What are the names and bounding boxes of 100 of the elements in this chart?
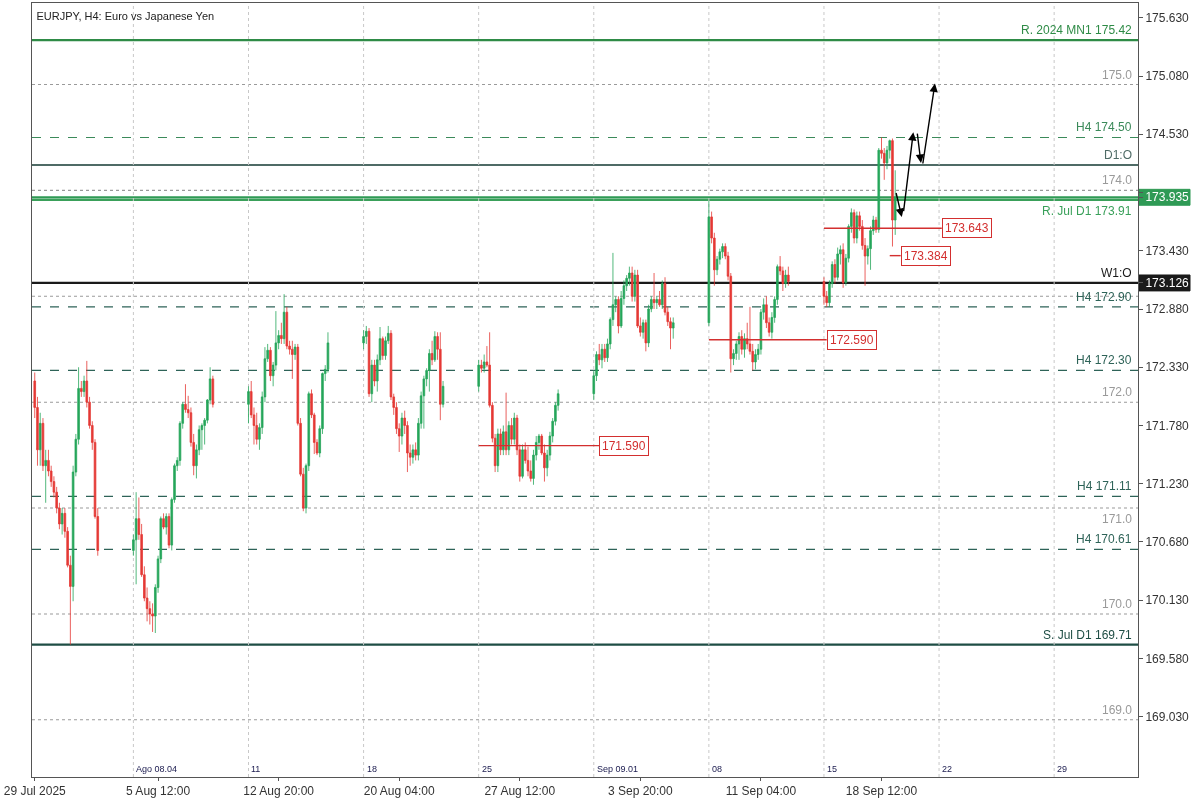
candlestick (293, 343, 297, 361)
candlestick (247, 385, 250, 424)
ref-line-label: 15 (827, 764, 838, 774)
candlestick (80, 380, 83, 398)
candlestick (644, 319, 648, 352)
candlestick (433, 330, 437, 363)
ref-line-label: H4 174.50 (1076, 120, 1132, 134)
candlestick (787, 266, 790, 287)
ref-line-label: Ago 08.04 (136, 764, 178, 774)
candlestick (740, 329, 743, 355)
ref-line-label: R. 2024 MN1 175.42 (1021, 23, 1133, 37)
ref-line-label: H4 170.61 (1076, 532, 1132, 546)
ref-line-label: R. Jul D1 173.91 (1042, 204, 1132, 218)
ref-line-label: Sep 09.01 (597, 764, 639, 774)
ref-line-label: 172.0 (1102, 385, 1133, 399)
candlestick (504, 392, 508, 456)
candlestick (852, 209, 856, 244)
ref-line-label: 171.0 (1102, 512, 1133, 526)
candlestick (652, 272, 656, 310)
y-tick-label: 170.680 (1145, 535, 1190, 550)
ref-line-label: 22 (942, 764, 953, 774)
candlestick (510, 417, 513, 445)
x-tick-label: 27 Aug 12:00 (484, 784, 556, 799)
candlestick (165, 512, 168, 535)
candlestick (362, 329, 365, 350)
candlestick (44, 449, 47, 504)
candlestick (655, 295, 659, 310)
ref-line-label: 11 (251, 764, 261, 774)
y-tick-label: 173.126 (1145, 276, 1190, 291)
x-tick-label: 29 Jul 2025 (3, 784, 67, 799)
y-tick-label: 169.580 (1145, 651, 1190, 666)
ref-line-label: S. Jul D1 169.71 (1043, 628, 1133, 642)
ref-line-label: 169.0 (1102, 703, 1133, 717)
y-tick-label: 172.880 (1145, 302, 1190, 317)
candlestick (60, 507, 64, 535)
candlestick (784, 269, 787, 289)
candlestick (162, 512, 165, 530)
candlestick (737, 331, 741, 361)
candlestick (600, 343, 604, 369)
candlestick (480, 359, 483, 373)
candlestick (499, 428, 502, 456)
candlestick (367, 327, 371, 398)
candlestick (414, 442, 417, 461)
candlestick (151, 602, 154, 633)
candlestick (855, 211, 859, 244)
ref-line-label: 175.0 (1102, 68, 1133, 82)
candlestick (507, 420, 511, 456)
candlestick (658, 290, 661, 308)
candlestick (598, 343, 601, 366)
candlestick (628, 266, 631, 287)
y-tick-label: 175.630 (1145, 11, 1190, 26)
y-tick-label: 173.935 (1145, 190, 1190, 205)
candlestick (836, 247, 839, 281)
candlestick (411, 444, 415, 464)
ref-line-label: H4 171.11 (1077, 479, 1132, 493)
ref-line-label: 25 (482, 764, 493, 774)
candlestick (373, 359, 376, 387)
ref-line-label: H4 172.90 (1076, 290, 1132, 304)
y-tick-label: 173.430 (1145, 243, 1190, 258)
x-tick-label: 3 Sep 20:00 (607, 784, 674, 799)
candlestick (477, 359, 480, 392)
annotation: 173.384 (904, 249, 948, 263)
candlestick (671, 317, 675, 340)
candlestick (41, 417, 45, 472)
annotation: 171.590 (602, 439, 646, 453)
ref-line-label: 170.0 (1102, 597, 1133, 611)
y-tick-label: 175.080 (1145, 69, 1190, 84)
ref-line-label: W1:O (1101, 266, 1132, 280)
y-tick-label: 171.780 (1145, 418, 1190, 433)
candlestick (269, 346, 272, 382)
candlestick (430, 340, 434, 366)
candlestick (743, 332, 746, 359)
candlestick (365, 325, 368, 345)
ref-line-label: 29 (1057, 764, 1068, 774)
candlestick (134, 491, 138, 585)
candlestick (439, 331, 442, 421)
candlestick (496, 428, 500, 473)
candlestick (754, 348, 757, 370)
x-tick-label: 20 Aug 04:00 (363, 784, 435, 799)
candlestick (38, 412, 42, 467)
y-tick-label: 170.130 (1145, 593, 1190, 608)
candlestick (661, 280, 664, 310)
candlestick (521, 444, 524, 479)
candlestick (833, 258, 837, 284)
candlestick (428, 348, 431, 392)
candlestick (282, 293, 286, 345)
ref-line-label: H4 172.30 (1076, 353, 1132, 367)
candlestick (841, 242, 845, 289)
y-tick-label: 169.030 (1145, 709, 1190, 724)
candlestick (280, 322, 283, 345)
candlestick (211, 375, 215, 408)
candlestick (513, 412, 516, 445)
text: EURJPY, H4: Euro vs Japanese Yen (36, 9, 215, 22)
candlestick (200, 422, 204, 451)
candlestick (630, 266, 634, 302)
ref-line-label: 174.0 (1102, 173, 1133, 187)
candlestick (502, 425, 505, 456)
candlestick (891, 138, 894, 247)
x-tick-label: 18 Sep 12:00 (845, 784, 918, 799)
ref-line-label: 08 (712, 764, 723, 774)
